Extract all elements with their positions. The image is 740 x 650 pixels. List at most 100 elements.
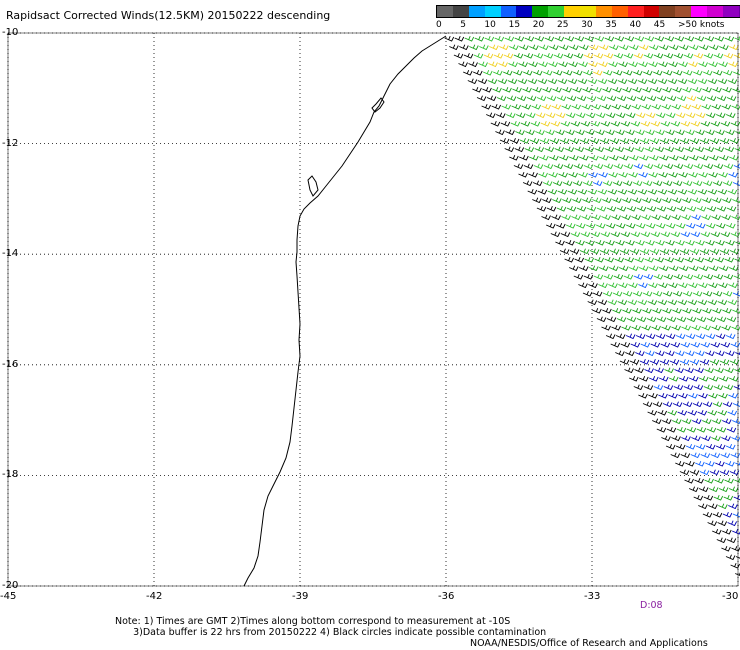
wind-barb: [593, 53, 604, 59]
wind-barb: [731, 546, 740, 552]
wind-barb: [589, 265, 599, 272]
wind-barb: [654, 367, 664, 374]
wind-barb: [583, 163, 594, 170]
wind-barb: [601, 214, 611, 221]
wind-barb: [665, 444, 676, 450]
wind-barb: [612, 180, 623, 187]
wind-barb: [689, 469, 700, 476]
wind-barb: [623, 274, 634, 280]
wind-barb: [633, 70, 643, 76]
wind-barb: [514, 36, 525, 42]
wind-barb: [690, 342, 701, 348]
wind-barb: [625, 240, 635, 246]
wind-barb: [589, 248, 600, 255]
wind-barb: [610, 121, 621, 127]
legend-swatch: [675, 6, 692, 17]
wind-barb: [640, 342, 651, 348]
wind-barb: [727, 410, 738, 416]
wind-barb: [547, 189, 558, 195]
wind-barb: [690, 121, 701, 127]
wind-barb: [699, 44, 709, 51]
wind-barb: [711, 104, 722, 110]
wind-barb: [526, 112, 536, 119]
wind-barb: [728, 503, 738, 510]
wind-barb: [673, 53, 684, 59]
wind-barb: [545, 129, 555, 136]
wind-barb: [723, 274, 734, 280]
wind-barb: [718, 503, 728, 510]
wind-barb: [549, 138, 560, 144]
wind-barb: [670, 231, 681, 238]
wind-barb: [672, 308, 682, 314]
wind-barb: [685, 350, 695, 357]
wind-barb: [568, 172, 578, 178]
wind-barb: [652, 291, 663, 297]
wind-barb: [681, 325, 691, 331]
wind-barb: [691, 325, 701, 331]
wind-speed-legend: 0 5 10 15 20 25 30 35 40 45 >50 knots: [436, 5, 740, 32]
wind-barb: [527, 189, 538, 195]
wind-barb: [582, 87, 592, 93]
wind-barb: [496, 95, 507, 102]
wind-barb: [719, 359, 730, 365]
wind-barb: [715, 240, 725, 246]
wind-barb: [684, 478, 694, 484]
wind-barb: [699, 469, 710, 476]
legend-swatch: [723, 6, 739, 17]
wind-barb: [688, 393, 698, 399]
wind-barb: [619, 138, 630, 144]
wind-barb: [624, 146, 635, 153]
wind-barb: [683, 70, 693, 76]
wind-barb: [496, 112, 506, 119]
wind-barb: [718, 61, 728, 68]
wind-barb: [705, 240, 715, 246]
wind-barb: [651, 214, 661, 221]
wind-barb: [563, 70, 573, 76]
wind-barb: [534, 36, 545, 42]
wind-barb: [559, 138, 570, 144]
wind-barb: [605, 240, 615, 246]
wind-barb: [556, 206, 567, 212]
wind-barb: [697, 410, 708, 416]
wind-barb: [631, 104, 642, 110]
wind-barb: [646, 112, 656, 119]
wind-barb: [693, 274, 704, 280]
wind-barb: [681, 214, 691, 221]
legend-label: 45: [653, 20, 666, 30]
wind-barb: [458, 61, 468, 68]
wind-barb: [614, 257, 625, 263]
wind-barb: [473, 70, 483, 76]
wind-barb: [706, 223, 716, 229]
wind-barb: [708, 61, 718, 68]
wind-barb: [617, 78, 628, 85]
wind-barb: [612, 291, 623, 297]
wind-barb: [696, 95, 707, 102]
wind-barb: [662, 401, 673, 408]
wind-barb: [663, 274, 674, 280]
wind-barb: [584, 36, 595, 42]
wind-barb: [700, 342, 711, 348]
wind-barb: [549, 44, 559, 51]
wind-barb: [651, 325, 661, 331]
wind-barb: [647, 78, 658, 85]
legend-swatch: [468, 6, 485, 17]
wind-barb: [630, 342, 641, 348]
wind-barb: [616, 95, 627, 102]
wind-barb: [731, 214, 740, 221]
wind-barb: [522, 87, 532, 93]
wind-barb: [686, 95, 697, 102]
wind-barb: [656, 316, 667, 323]
wind-barb: [725, 444, 736, 450]
wind-barb: [712, 87, 722, 93]
wind-barb: [582, 291, 593, 297]
legend-label: >50 knots: [678, 20, 725, 30]
wind-barb: [709, 469, 720, 476]
wind-barb: [574, 36, 585, 42]
wind-barb: [692, 180, 703, 187]
legend-label: 0: [436, 20, 442, 30]
wind-barb: [523, 70, 533, 76]
time-label: D:08: [640, 600, 663, 611]
wind-barb: [634, 36, 645, 42]
wind-barb: [669, 376, 679, 382]
wind-barb: [599, 265, 609, 272]
